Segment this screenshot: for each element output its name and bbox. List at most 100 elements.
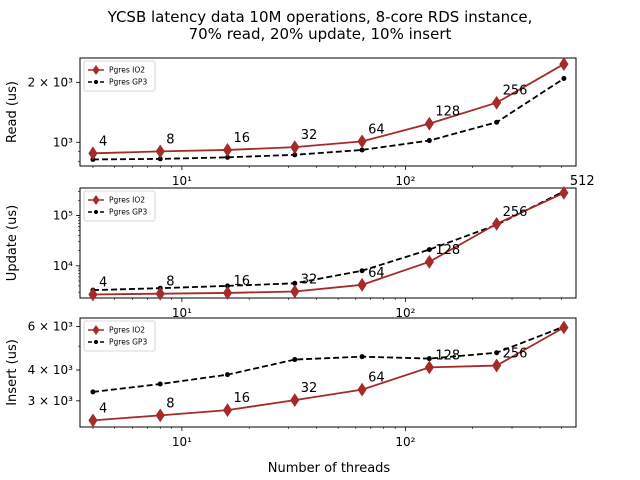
read-gp3-point — [561, 76, 567, 82]
read-x-tick-label: 10² — [395, 174, 415, 188]
read-axes-frame — [79, 57, 577, 167]
update-legend — [83, 190, 156, 222]
insert-gp3-point — [426, 356, 432, 362]
read-io2-point — [559, 57, 569, 71]
insert-gp3-point — [292, 357, 298, 363]
insert-io2-point — [155, 408, 165, 423]
update-legend-io2-label: Pgres IO2 — [109, 196, 145, 205]
update-io2-point — [492, 216, 502, 231]
read-legend-io2-marker — [92, 65, 100, 75]
insert-gp3-point — [157, 381, 163, 387]
insert-gp3-point — [90, 389, 96, 395]
insert-series-io2-line — [92, 326, 565, 422]
update-io2-point — [222, 286, 233, 300]
read-gp3-point — [157, 156, 163, 162]
insert-legend-io2-label: Pgres IO2 — [109, 326, 145, 335]
read-y-tick-label: 2 × 10³ — [28, 75, 74, 89]
update-io2-point — [155, 286, 165, 301]
chart-title-line-1: YCSB latency data 10M operations, 8-core… — [107, 8, 533, 26]
chart-panels: 10¹ 10² 10³ 2 × 10³ Read (us) 4 8 16 32 64 128 256 P… — [5, 57, 595, 449]
read-io2-point — [424, 116, 434, 131]
update-y-tick-label: 10⁵ — [53, 208, 73, 222]
update-io2-point — [357, 277, 367, 292]
update-gp3-point — [225, 283, 231, 289]
insert-gp3-point — [494, 350, 500, 356]
read-point-label: 32 — [301, 128, 318, 143]
insert-panel: 10¹ 10² 3 × 10³ 4 × 10³ 6 × 10³ Insert (us) 4 8… — [5, 317, 577, 449]
update-y-tick-label: 10⁴ — [53, 259, 73, 273]
insert-point-label: 256 — [503, 347, 528, 362]
update-legend-io2-marker — [92, 195, 100, 205]
insert-y-tick-label: 6 × 10³ — [28, 320, 74, 334]
read-io2-point — [357, 134, 367, 149]
insert-legend-io2-marker — [92, 325, 100, 335]
read-point-label: 64 — [368, 122, 385, 137]
insert-io2-point — [290, 393, 300, 408]
insert-x-tick-label: 10² — [395, 435, 415, 449]
update-y-axis-label: Update (us) — [5, 205, 20, 281]
insert-point-label: 4 — [99, 401, 107, 416]
read-x-tick-label: 10¹ — [172, 174, 192, 188]
insert-x-tick-label: 10¹ — [172, 435, 192, 449]
read-gp3-point — [426, 138, 432, 144]
update-io2-point — [559, 185, 569, 200]
insert-io2-point — [492, 358, 502, 373]
read-io2-point — [88, 146, 98, 161]
update-legend-gp3-marker — [94, 210, 98, 214]
insert-legend-gp3-label: Pgres GP3 — [109, 338, 147, 347]
read-gp3-point — [494, 119, 500, 125]
read-io2-point — [290, 140, 300, 155]
insert-axes-frame — [79, 317, 577, 428]
read-series-gp3-line — [92, 77, 565, 161]
read-point-label: 16 — [234, 131, 251, 146]
insert-legend — [83, 320, 156, 352]
update-point-label: 512 — [570, 174, 595, 189]
insert-io2-point — [222, 403, 233, 418]
update-point-label: 32 — [301, 272, 318, 287]
insert-legend-gp3-marker — [94, 340, 98, 344]
read-io2-point — [492, 95, 502, 110]
update-io2-point — [290, 284, 300, 299]
read-legend-gp3-marker — [94, 80, 98, 84]
read-legend-gp3-label: Pgres GP3 — [109, 78, 147, 87]
read-series-io2-line — [92, 63, 565, 155]
insert-point-label: 8 — [166, 396, 174, 411]
update-io2-point — [424, 254, 434, 269]
update-point-label: 128 — [435, 243, 460, 258]
update-io2-point — [88, 287, 98, 302]
read-panel: 10¹ 10² 10³ 2 × 10³ Read (us) 4 8 16 32 64 128 256 P… — [5, 57, 577, 188]
read-point-label: 4 — [99, 134, 107, 149]
read-point-label: 128 — [435, 105, 460, 120]
read-io2-point — [222, 143, 233, 157]
insert-io2-point — [357, 382, 367, 397]
update-point-label: 4 — [99, 275, 107, 290]
insert-y-axis-label: Insert (us) — [5, 339, 20, 406]
update-point-label: 256 — [503, 205, 528, 220]
read-legend-io2-label: Pgres IO2 — [109, 66, 145, 75]
read-point-label: 8 — [166, 132, 174, 147]
update-x-tick-label: 10² — [395, 306, 415, 320]
update-axes-frame — [79, 187, 577, 299]
insert-gp3-point — [359, 354, 365, 360]
read-gp3-point — [359, 147, 365, 153]
update-gp3-point — [426, 247, 432, 253]
insert-io2-point — [424, 360, 434, 375]
update-series-gp3-line — [92, 190, 565, 291]
read-point-label: 256 — [503, 84, 528, 99]
update-legend-gp3-label: Pgres GP3 — [109, 208, 147, 217]
insert-gp3-point — [225, 372, 231, 378]
chart-title-line-2: 70% read, 20% update, 10% insert — [189, 25, 452, 43]
insert-point-label: 128 — [435, 348, 460, 363]
update-gp3-point — [292, 280, 298, 286]
update-series-io2-line — [92, 192, 565, 296]
insert-y-tick-label: 3 × 10³ — [28, 394, 74, 408]
read-io2-point — [155, 144, 165, 159]
read-legend — [83, 60, 156, 92]
insert-io2-point — [88, 413, 98, 428]
read-gp3-point — [225, 154, 231, 160]
update-point-label: 64 — [368, 266, 385, 281]
update-gp3-point — [359, 268, 365, 274]
insert-series-gp3-line — [92, 325, 565, 393]
insert-io2-point — [559, 320, 569, 335]
